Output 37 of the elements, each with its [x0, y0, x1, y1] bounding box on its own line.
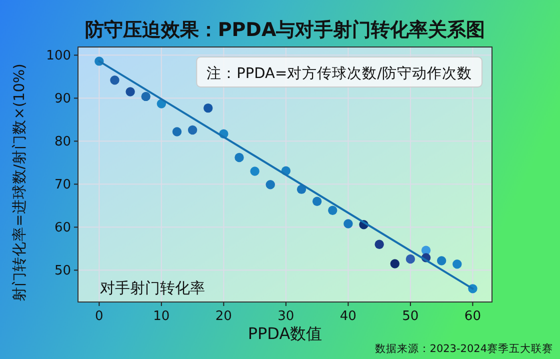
point — [234, 152, 244, 162]
chart-title: 防守压迫效果：PPDA与对手射门转化率关系图 — [84, 19, 486, 41]
x-axis-title: PPDA数值 — [248, 324, 322, 343]
y-axis-title: 射门转化率=进球数/射门数×(10%) — [11, 64, 28, 302]
y-tick-label: 100 — [46, 48, 71, 64]
x-tick-label: 0 — [95, 309, 104, 324]
point — [312, 196, 322, 206]
y-tick-label: 70 — [54, 178, 71, 193]
y-tick-label: 90 — [54, 92, 71, 107]
point — [296, 184, 306, 194]
point — [172, 127, 182, 136]
point — [110, 76, 120, 85]
y-tick-label: 60 — [54, 220, 71, 236]
point — [141, 92, 150, 102]
point — [266, 180, 275, 190]
x-tick-label: 30 — [278, 309, 294, 324]
point — [436, 256, 446, 266]
point — [344, 219, 353, 228]
point — [204, 103, 213, 113]
x-tick-label: 50 — [402, 309, 419, 324]
x-tick-label: 40 — [340, 309, 356, 324]
y-tick-label: 80 — [54, 134, 71, 150]
point — [452, 260, 462, 269]
x-tick-label: 60 — [464, 309, 481, 324]
x-tick-label: 10 — [153, 309, 170, 324]
point — [406, 254, 416, 264]
source-note: 数据来源：2023-2024赛季五大联赛 — [374, 342, 553, 355]
y-tick-label: 50 — [54, 264, 71, 279]
annotation: 注：PPDA=对方传球次数/防守动作次数 — [206, 65, 472, 82]
point — [374, 240, 384, 249]
point — [188, 125, 198, 135]
point — [390, 259, 400, 268]
point — [250, 166, 260, 176]
annotation: 对手射门转化率 — [100, 279, 205, 297]
point — [328, 206, 338, 216]
x-tick-label: 20 — [215, 309, 232, 324]
point — [126, 87, 135, 96]
